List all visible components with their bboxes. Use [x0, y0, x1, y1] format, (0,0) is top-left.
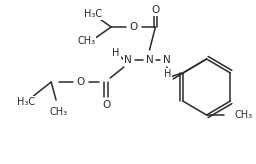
Text: O: O — [102, 100, 110, 110]
Text: H: H — [164, 69, 171, 79]
Text: N: N — [146, 55, 153, 65]
Text: H: H — [112, 48, 120, 58]
Text: O: O — [151, 5, 159, 15]
Text: H₃C: H₃C — [17, 97, 36, 107]
Text: CH₃: CH₃ — [234, 110, 252, 120]
Text: O: O — [77, 77, 85, 87]
Text: O: O — [130, 22, 138, 32]
Text: H₃C: H₃C — [84, 9, 102, 19]
Text: N: N — [124, 55, 132, 65]
Text: CH₃: CH₃ — [78, 36, 96, 46]
Text: N: N — [163, 55, 171, 65]
Text: CH₃: CH₃ — [50, 107, 68, 117]
